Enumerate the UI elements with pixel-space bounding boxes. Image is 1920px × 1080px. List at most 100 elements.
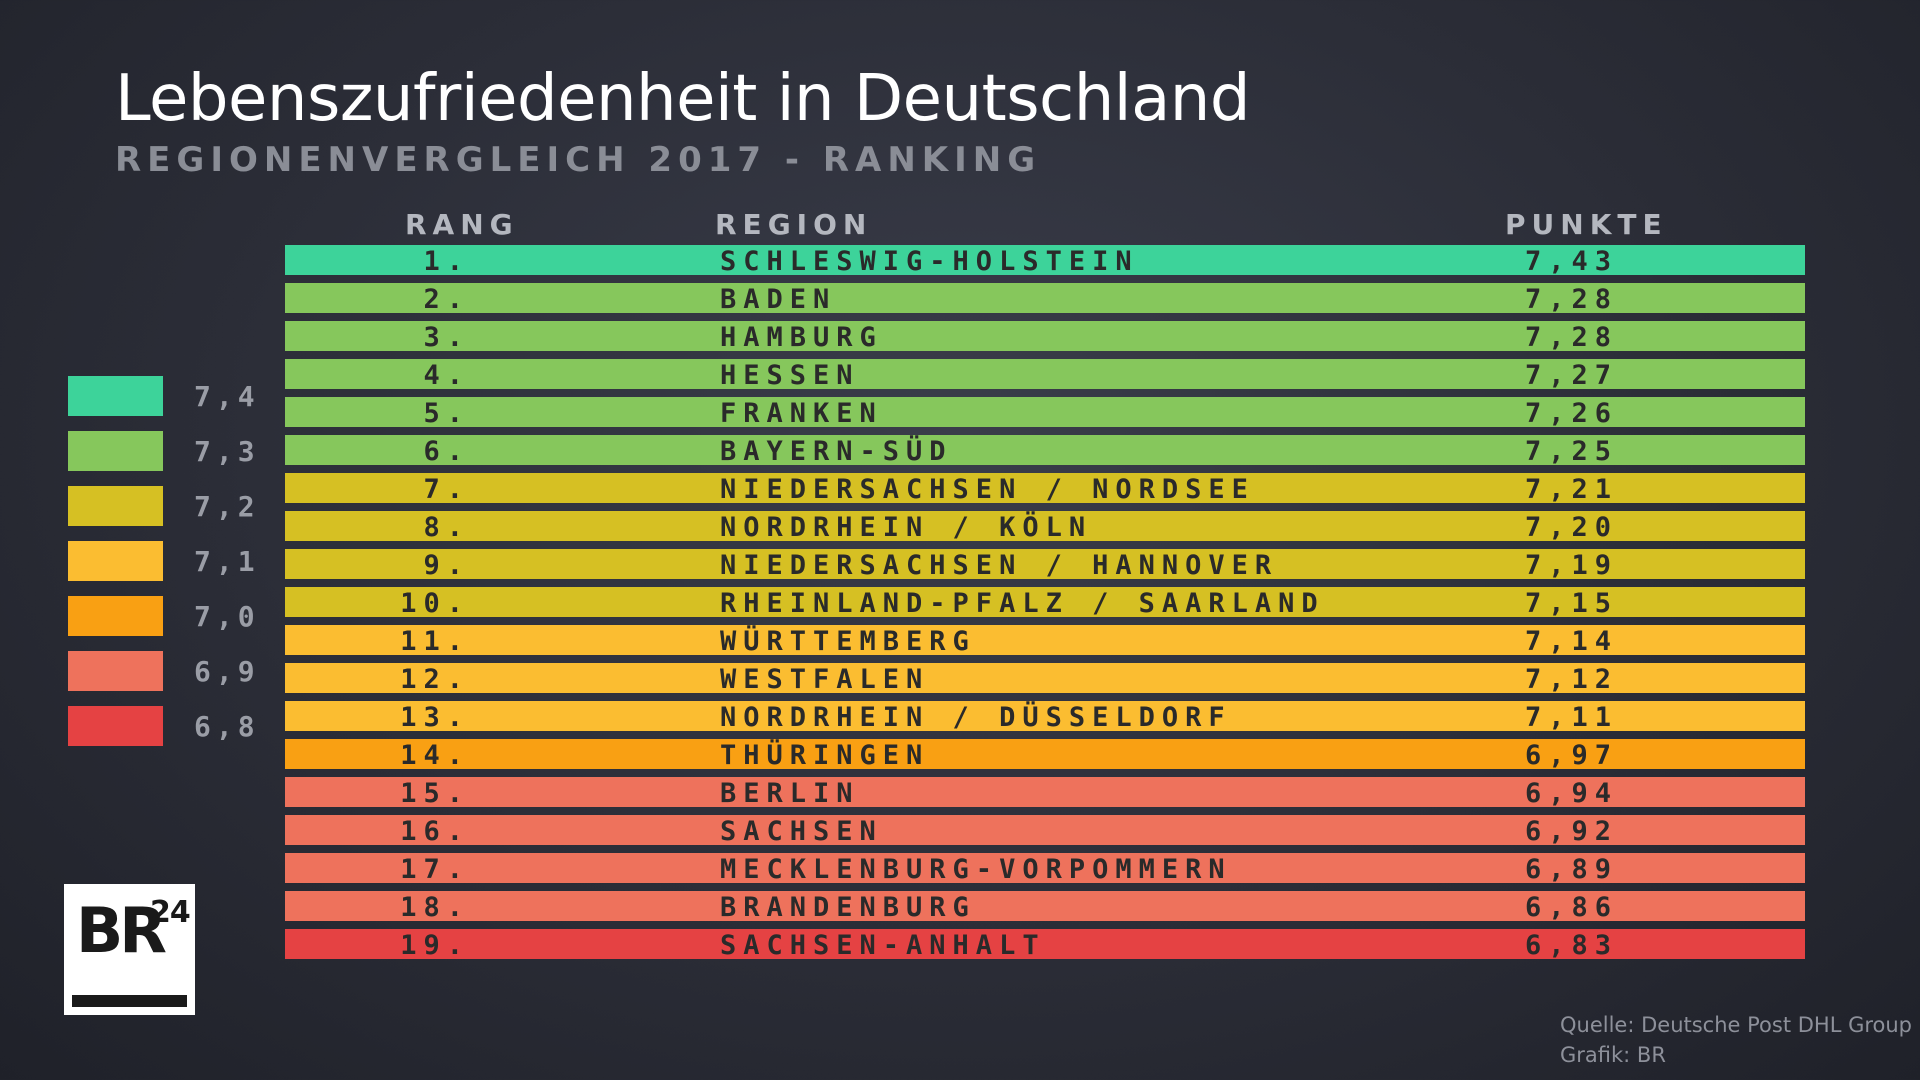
legend-item: 6,8 [68, 706, 268, 746]
logo-bar [72, 995, 187, 1007]
row-points: 7,26 [1525, 398, 1619, 429]
row-region: FRANKEN [720, 398, 883, 429]
row-rank: 3. [423, 322, 470, 353]
row-points: 6,94 [1525, 778, 1619, 809]
table-row: 14. THÜRINGEN 6,97 [285, 739, 1805, 771]
row-region: MECKLENBURG-VORPOMMERN [720, 854, 1232, 885]
row-rank: 18. [400, 892, 470, 923]
legend-label: 7,4 [194, 380, 260, 413]
row-region: HAMBURG [720, 322, 883, 353]
table-row: 12. WESTFALEN 7,12 [285, 663, 1805, 695]
row-region: BAYERN-SÜD [720, 436, 953, 467]
table-row: 3. HAMBURG 7,28 [285, 321, 1805, 353]
table-row: 8. NORDRHEIN / KÖLN 7,20 [285, 511, 1805, 543]
row-rank: 9. [423, 550, 470, 581]
table-row: 18. BRANDENBURG 6,86 [285, 891, 1805, 923]
row-points: 7,21 [1525, 474, 1619, 505]
row-rank: 10. [400, 588, 470, 619]
row-region: NORDRHEIN / KÖLN [720, 512, 1093, 543]
legend-label: 6,8 [194, 710, 260, 743]
legend-swatch [68, 541, 163, 581]
legend-swatch [68, 376, 163, 416]
row-region: NIEDERSACHSEN / HANNOVER [720, 550, 1279, 581]
row-region: SACHSEN-ANHALT [720, 930, 1046, 961]
logo-text: BR [76, 894, 167, 967]
row-points: 6,83 [1525, 930, 1619, 961]
row-rank: 11. [400, 626, 470, 657]
row-region: WÜRTTEMBERG [720, 626, 976, 657]
row-rank: 7. [423, 474, 470, 505]
row-rank: 8. [423, 512, 470, 543]
row-points: 7,25 [1525, 436, 1619, 467]
legend-item: 7,0 [68, 596, 268, 636]
legend-item: 7,1 [68, 541, 268, 581]
table-row: 11. WÜRTTEMBERG 7,14 [285, 625, 1805, 657]
legend-label: 7,0 [194, 600, 260, 633]
legend-swatch [68, 486, 163, 526]
table-row: 2. BADEN 7,28 [285, 283, 1805, 315]
row-points: 7,14 [1525, 626, 1619, 657]
row-rank: 12. [400, 664, 470, 695]
legend-item: 7,4 [68, 376, 268, 416]
row-region: RHEINLAND-PFALZ / SAARLAND [720, 588, 1325, 619]
legend-label: 6,9 [194, 655, 260, 688]
table-row: 9. NIEDERSACHSEN / HANNOVER 7,19 [285, 549, 1805, 581]
row-points: 6,86 [1525, 892, 1619, 923]
row-region: SACHSEN [720, 816, 883, 847]
credit-line: Grafik: BR [1560, 1043, 1666, 1067]
row-points: 7,20 [1525, 512, 1619, 543]
logo-superscript: 24 [150, 895, 191, 930]
legend-item: 7,2 [68, 486, 268, 526]
table-row: 13. NORDRHEIN / DÜSSELDORF 7,11 [285, 701, 1805, 733]
row-points: 7,43 [1525, 246, 1619, 277]
column-header-region: REGION [715, 208, 873, 241]
legend-swatch [68, 596, 163, 636]
legend-label: 7,3 [194, 435, 260, 468]
row-region: SCHLESWIG-HOLSTEIN [720, 246, 1139, 277]
row-region: BERLIN [720, 778, 860, 809]
page-subtitle: REGIONENVERGLEICH 2017 - RANKING [115, 140, 1042, 180]
legend-label: 7,1 [194, 545, 260, 578]
row-rank: 4. [423, 360, 470, 391]
row-region: NIEDERSACHSEN / NORDSEE [720, 474, 1255, 505]
table-row: 7. NIEDERSACHSEN / NORDSEE 7,21 [285, 473, 1805, 505]
table-row: 15. BERLIN 6,94 [285, 777, 1805, 809]
legend-swatch [68, 431, 163, 471]
row-region: NORDRHEIN / DÜSSELDORF [720, 702, 1232, 733]
source-note: Quelle: Deutsche Post DHL Group | Grafik… [1560, 1010, 1920, 1070]
row-region: BADEN [720, 284, 837, 315]
table-row: 6. BAYERN-SÜD 7,25 [285, 435, 1805, 467]
row-rank: 5. [423, 398, 470, 429]
source-line: Quelle: Deutsche Post DHL Group | [1560, 1013, 1920, 1037]
table-row: 4. HESSEN 7,27 [285, 359, 1805, 391]
column-header-points: PUNKTE [1505, 208, 1668, 241]
table-row: 19. SACHSEN-ANHALT 6,83 [285, 929, 1805, 961]
row-points: 7,12 [1525, 664, 1619, 695]
row-points: 6,92 [1525, 816, 1619, 847]
column-header-rank: RANG [405, 208, 519, 241]
row-region: BRANDENBURG [720, 892, 976, 923]
row-rank: 14. [400, 740, 470, 771]
row-points: 7,28 [1525, 322, 1619, 353]
row-rank: 16. [400, 816, 470, 847]
legend-item: 7,3 [68, 431, 268, 471]
row-rank: 19. [400, 930, 470, 961]
row-rank: 13. [400, 702, 470, 733]
br24-logo: BR 24 [64, 884, 195, 1015]
row-points: 6,97 [1525, 740, 1619, 771]
row-points: 7,27 [1525, 360, 1619, 391]
table-row: 1. SCHLESWIG-HOLSTEIN 7,43 [285, 245, 1805, 277]
table-row: 10. RHEINLAND-PFALZ / SAARLAND 7,15 [285, 587, 1805, 619]
legend-label: 7,2 [194, 490, 260, 523]
legend-swatch [68, 651, 163, 691]
row-points: 7,19 [1525, 550, 1619, 581]
table-row: 16. SACHSEN 6,92 [285, 815, 1805, 847]
row-region: WESTFALEN [720, 664, 930, 695]
row-points: 6,89 [1525, 854, 1619, 885]
row-rank: 2. [423, 284, 470, 315]
page-title: Lebenszufriedenheit in Deutschland [115, 62, 1250, 136]
row-points: 7,28 [1525, 284, 1619, 315]
row-rank: 1. [423, 246, 470, 277]
row-points: 7,11 [1525, 702, 1619, 733]
table-row: 17. MECKLENBURG-VORPOMMERN 6,89 [285, 853, 1805, 885]
